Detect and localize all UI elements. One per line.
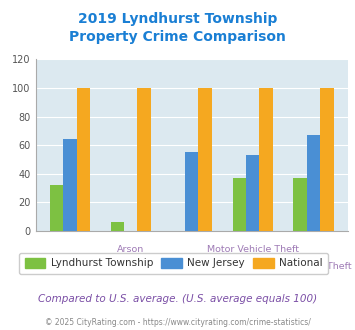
Bar (294, 178, 307, 231)
Text: 2019 Lyndhurst Township
Property Crime Comparison: 2019 Lyndhurst Township Property Crime C… (69, 12, 286, 44)
Bar (50, 185, 63, 231)
Bar (233, 178, 246, 231)
Bar (185, 152, 198, 231)
Text: © 2025 CityRating.com - https://www.cityrating.com/crime-statistics/: © 2025 CityRating.com - https://www.city… (45, 318, 310, 327)
Text: Arson: Arson (117, 245, 144, 254)
Text: Larceny & Theft: Larceny & Theft (276, 262, 351, 271)
Bar (246, 155, 260, 231)
Bar (77, 88, 90, 231)
Bar (63, 140, 77, 231)
Bar (260, 88, 273, 231)
Bar (198, 88, 212, 231)
Text: Burglary: Burglary (171, 262, 212, 271)
Bar (111, 222, 124, 231)
Legend: Lyndhurst Township, New Jersey, National: Lyndhurst Township, New Jersey, National (20, 253, 328, 274)
Bar (137, 88, 151, 231)
Text: All Property Crime: All Property Crime (27, 262, 113, 271)
Text: Compared to U.S. average. (U.S. average equals 100): Compared to U.S. average. (U.S. average … (38, 294, 317, 304)
Text: Motor Vehicle Theft: Motor Vehicle Theft (207, 245, 299, 254)
Bar (307, 135, 320, 231)
Bar (320, 88, 334, 231)
